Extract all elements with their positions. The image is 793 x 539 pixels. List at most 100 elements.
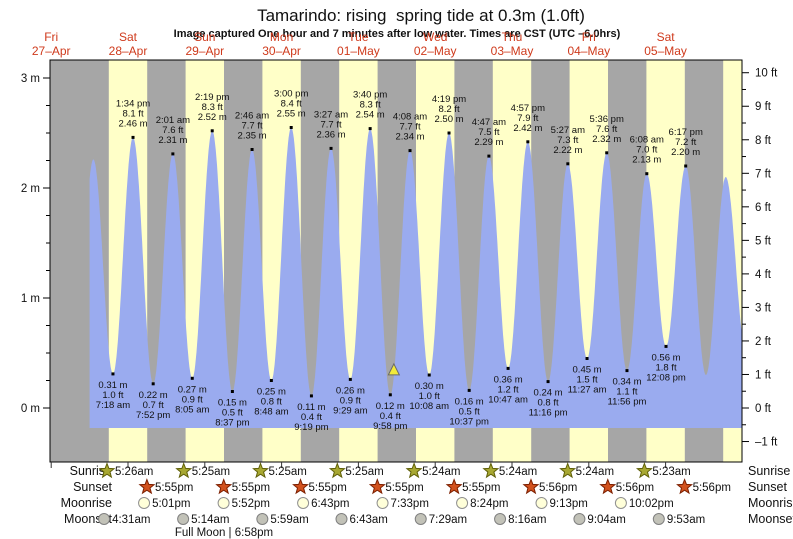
sunrise-star-icon [175, 462, 193, 479]
tide-point-dot [210, 129, 214, 133]
tide-annotation-line: 0.8 ft [261, 397, 282, 408]
low-tide-annotation: 0.12 m0.4 ft9:58 pm [373, 393, 408, 432]
high-tide-annotation: 4:57 pm7.9 ft2.42 m [511, 103, 545, 144]
tide-annotation-line: 0.4 ft [301, 412, 322, 423]
tide-annotation-line: 0.5 ft [459, 406, 480, 417]
tide-point-dot [625, 369, 629, 373]
day-of-week: Thu [502, 30, 523, 44]
day-of-week: Sat [657, 30, 676, 44]
low-tide-annotation: 0.22 m0.7 ft7:52 pm [136, 382, 170, 421]
astro-time: 6:43pm [311, 498, 349, 510]
sunset-star-icon [445, 478, 463, 495]
moonset-entry: 9:04am [573, 513, 626, 526]
tide-annotation-line: 8.1 ft [122, 108, 143, 119]
right-axis-label: 3 ft [755, 302, 772, 314]
astro-time: 5:59am [270, 514, 308, 526]
tide-point-dot [329, 146, 333, 150]
moonset-circle-icon [573, 513, 586, 525]
moonrise-entry: 6:43pm [297, 497, 349, 510]
astro-time: 8:24pm [470, 498, 508, 510]
sunrise-entry: 5:25am [252, 462, 307, 479]
astro-row-label-right: Moonrise [748, 496, 793, 510]
astro-time: 5:25am [345, 466, 383, 478]
moonset-entry: 4:31am [98, 513, 150, 526]
sunset-entry: 5:55pm [215, 478, 270, 495]
tide-point-dot [388, 393, 392, 397]
moonset-circle-icon [335, 513, 348, 525]
right-axis-label: –1 ft [755, 437, 778, 449]
tide-annotation-line: 11:56 pm [608, 397, 647, 408]
tide-annotation-line: 2.54 m [356, 110, 385, 121]
sunrise-entry: 5:23am [635, 462, 691, 479]
tide-point-dot [427, 373, 431, 377]
moonset-circle-icon [177, 513, 190, 525]
moonrise-circle-icon [297, 497, 310, 509]
astro-time: 5:56pm [693, 482, 731, 494]
plot-border [49, 59, 743, 463]
tide-annotation-line: 4:57 pm [511, 103, 545, 114]
tide-point-dot [230, 390, 234, 393]
day-date: 02–May [414, 44, 457, 58]
astro-time: 5:55pm [462, 482, 500, 494]
sunset-star-icon [215, 478, 233, 495]
astro-time: 5:23am [652, 466, 690, 478]
tide-annotation-line: 1.8 ft [655, 362, 676, 373]
tide-annotation-line: 7.7 ft [320, 119, 341, 130]
tide-point-dot [664, 344, 668, 348]
astro-time: 5:56pm [539, 482, 577, 494]
astro-time: 5:25am [269, 466, 307, 478]
tide-annotation-line: 1.0 ft [419, 391, 440, 402]
tide-annotation-line: 7.6 ft [596, 124, 617, 135]
tide-annotation-line: 0.56 m [651, 352, 680, 363]
tide-annotation-line: 9:29 am [333, 405, 367, 416]
left-axis-label: 3 m [21, 73, 40, 85]
sunrise-entry: 5:25am [328, 462, 384, 479]
tide-annotation-line: 2.13 m [632, 155, 661, 166]
day-date: 30–Apr [262, 44, 301, 58]
astro-time: 9:53am [667, 514, 705, 526]
tide-annotation-line: 0.8 ft [538, 398, 559, 409]
tide-point-dot [684, 164, 688, 168]
tide-annotation-line: 0.27 m [178, 384, 207, 395]
tide-annotation-line: 0.31 m [98, 380, 127, 391]
tide-annotation-line: 2.52 m [198, 112, 227, 123]
right-axis-label: 8 ft [755, 135, 772, 147]
left-axis-label: 0 m [21, 403, 40, 415]
tide-point-dot [487, 154, 491, 158]
astro-time: 5:24am [422, 466, 460, 478]
astro-time: 5:24am [499, 466, 537, 478]
tide-annotation-line: 4:47 am [472, 117, 506, 128]
moonset-entry: 5:59am [256, 513, 309, 526]
moonset-entry: 6:43am [335, 513, 388, 526]
tide-annotation-line: 2.35 m [238, 131, 267, 142]
tide-annotation-line: 7.5 ft [478, 127, 499, 138]
tide-annotation-line: 2.32 m [592, 134, 621, 145]
tide-annotation-line: 12:08 pm [646, 372, 686, 383]
astro-time: 9:13pm [550, 498, 588, 510]
tide-annotation-line: 10:47 am [488, 394, 528, 405]
tide-annotation-line: 1.5 ft [576, 375, 597, 386]
moonset-circle-icon [98, 513, 111, 525]
low-tide-annotation: 0.31 m1.0 ft7:18 am [96, 372, 130, 411]
moonset-circle-icon [494, 513, 507, 525]
tide-annotation-line: 8.3 ft [360, 100, 381, 111]
tide-point-dot [467, 388, 471, 392]
astro-time: 4:31am [112, 514, 150, 526]
tide-annotation-line: 2.50 m [435, 114, 464, 125]
tide-annotation-line: 7:52 pm [136, 410, 170, 421]
moonrise-entry: 10:02pm [614, 497, 674, 510]
high-tide-annotation: 6:08 am7.0 ft2.13 m [630, 135, 664, 176]
astro-time: 8:16am [508, 514, 546, 526]
tide-point-dot [289, 126, 293, 129]
sunrise-star-icon [482, 462, 500, 479]
tide-annotation-line: 8:05 am [175, 404, 209, 415]
tide-annotation-line: 4:19 pm [432, 94, 466, 105]
right-axis-label: 1 ft [755, 369, 772, 381]
moonrise-circle-icon [217, 497, 230, 509]
day-date: 04–May [567, 44, 610, 58]
